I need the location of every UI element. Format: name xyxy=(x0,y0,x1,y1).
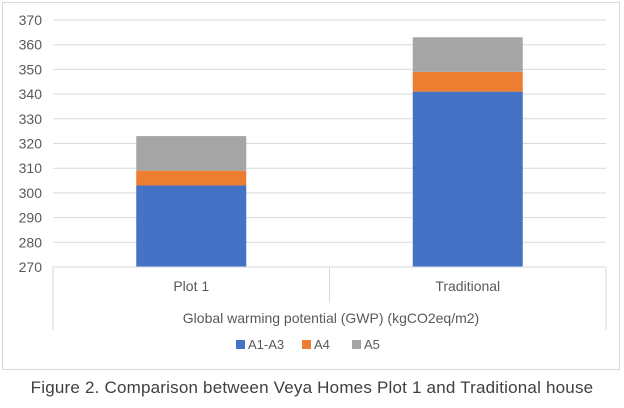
bar-a4-traditional xyxy=(412,71,523,92)
x-axis-title: Global warming potential (GWP) (kgCO2eq/… xyxy=(183,310,479,326)
bar-a5-traditional xyxy=(412,37,523,72)
bar-a1-a3-plot-1 xyxy=(136,185,247,267)
legend-swatch xyxy=(302,340,311,349)
legend: A1-A3 A4 A5 xyxy=(236,337,380,352)
legend-swatch xyxy=(352,340,361,349)
y-tick-label: 280 xyxy=(19,234,43,250)
y-tick-label: 300 xyxy=(19,185,43,201)
chart-area: 270 280 290 300 310 320 330 340 350 360 370 Plot 1 T… xyxy=(2,2,620,370)
y-tick-label: 360 xyxy=(19,37,43,53)
x-category-label: Plot 1 xyxy=(173,278,209,294)
y-tick-label: 270 xyxy=(19,259,43,275)
x-category-label: Traditional xyxy=(435,278,500,294)
legend-label: A5 xyxy=(364,337,380,352)
y-tick-label: 320 xyxy=(19,136,43,152)
y-tick-label: 310 xyxy=(19,160,43,176)
figure-caption: Figure 2. Comparison between Veya Homes … xyxy=(30,378,594,397)
y-tick-label: 350 xyxy=(19,61,43,77)
y-tick-label: 370 xyxy=(19,12,43,28)
legend-label: A1-A3 xyxy=(248,337,284,352)
legend-swatch xyxy=(236,340,245,349)
gridlines xyxy=(53,19,606,243)
bars xyxy=(136,37,523,267)
legend-label: A4 xyxy=(314,337,330,352)
bar-a5-plot-1 xyxy=(136,136,247,171)
y-tick-label: 330 xyxy=(19,111,43,127)
stacked-bar-chart: 270 280 290 300 310 320 330 340 350 360 370 Plot 1 T… xyxy=(19,12,607,352)
bar-a1-a3-traditional xyxy=(412,91,523,267)
bar-a4-plot-1 xyxy=(136,170,247,186)
y-tick-label: 290 xyxy=(19,210,43,226)
y-tick-label: 340 xyxy=(19,86,43,102)
axes: 270 280 290 300 310 320 330 340 350 360 370 Plot 1 T… xyxy=(19,12,607,330)
